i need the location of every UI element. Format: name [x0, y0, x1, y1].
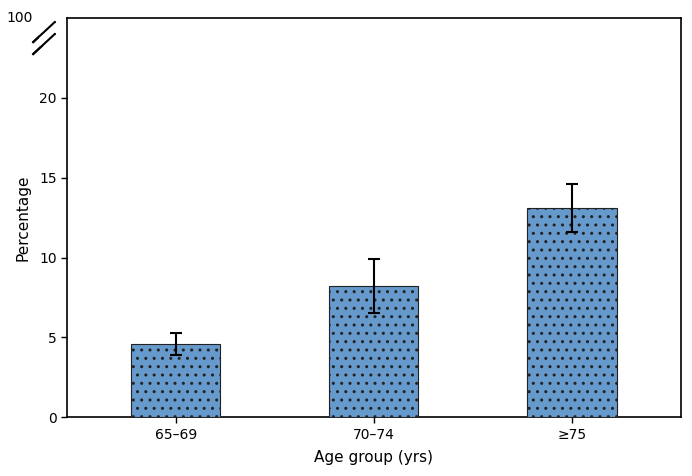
Bar	[131, 344, 221, 417]
X-axis label: Age group (yrs): Age group (yrs)	[314, 450, 433, 465]
Bar	[527, 208, 617, 417]
Y-axis label: Percentage: Percentage	[16, 174, 30, 261]
Text: 100: 100	[7, 11, 33, 25]
Bar	[329, 286, 419, 417]
FancyBboxPatch shape	[39, 18, 55, 46]
